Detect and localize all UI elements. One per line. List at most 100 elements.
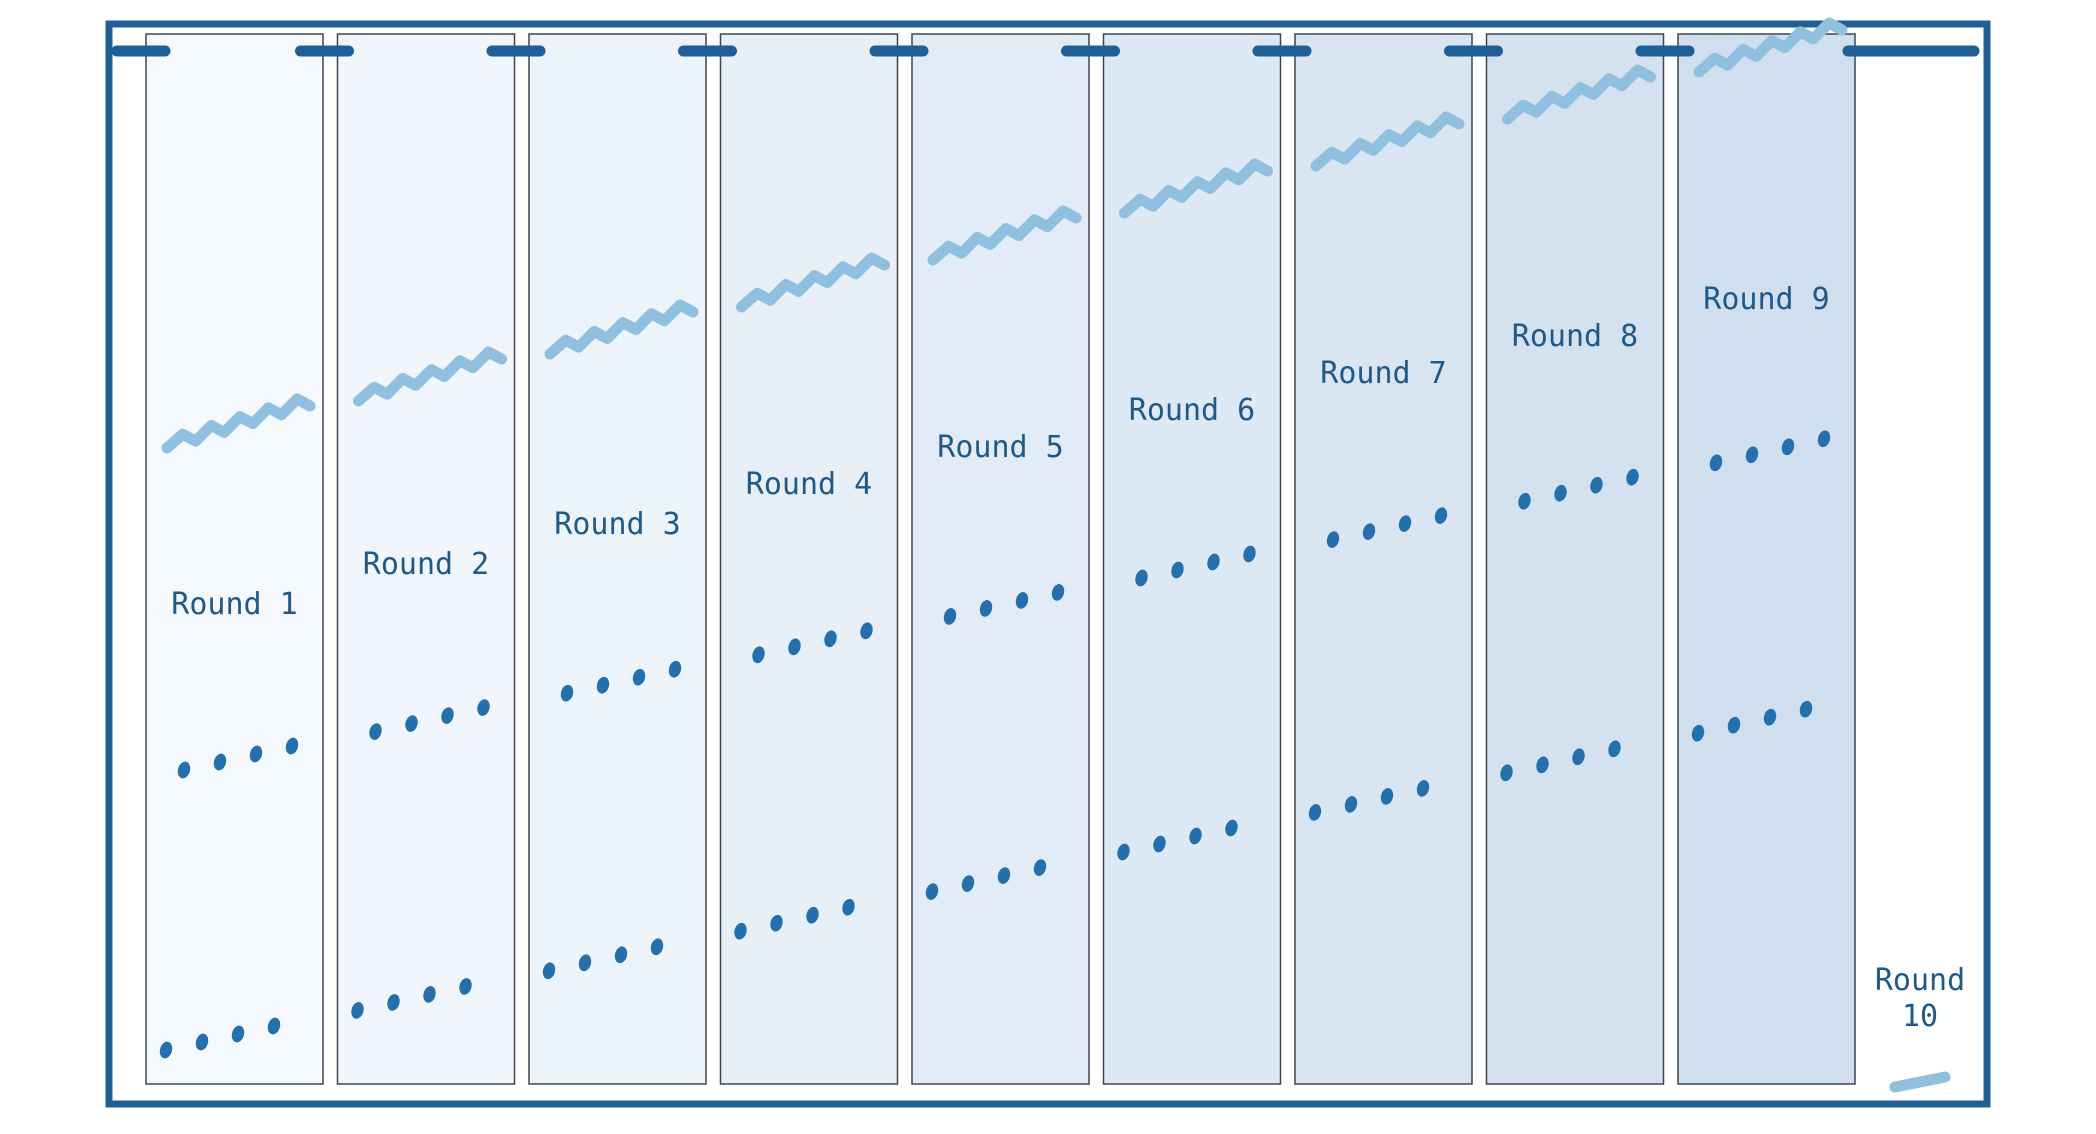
round-label-line: Round 6 (1129, 393, 1255, 428)
dot (1518, 492, 1531, 510)
round-label-line: Round 3 (554, 507, 680, 542)
round-label-8: Round 8 (1512, 319, 1638, 354)
round-panel-8 (1485, 33, 1665, 1085)
dot (1051, 584, 1065, 601)
round-label-6: Round 6 (1129, 393, 1255, 428)
dot (578, 954, 592, 972)
round-label-line: 10 (1902, 999, 1938, 1034)
dot (159, 1041, 173, 1059)
round-label-4: Round 4 (746, 467, 872, 502)
dot-row-lower-8 (1500, 740, 1621, 782)
dot (1727, 716, 1741, 734)
dot (860, 622, 873, 640)
dot-row-lower-4 (734, 898, 855, 940)
round-panel-2 (336, 33, 516, 1085)
dot (477, 699, 490, 716)
round-label-line: Round (1875, 963, 1965, 998)
round-label-line: Round 4 (746, 467, 872, 502)
dot (542, 962, 556, 980)
dot (1243, 545, 1256, 563)
round-label-line: Round 8 (1512, 319, 1638, 354)
dot (614, 946, 628, 964)
dot (1308, 804, 1322, 821)
wavy-stroke-9 (1693, 17, 1848, 78)
dot (770, 914, 783, 932)
dot-row-lower-9 (1691, 700, 1813, 742)
dot (925, 883, 939, 900)
dot-row-lower-6 (1117, 819, 1238, 861)
dot (405, 715, 418, 732)
dot (1015, 592, 1029, 609)
dot (734, 922, 747, 940)
wavy-stroke-10 (1889, 1071, 1951, 1093)
dot-row-lower-2 (351, 978, 472, 1019)
round-label-line: Round 5 (937, 430, 1063, 465)
dot (1799, 700, 1813, 718)
dot (824, 630, 837, 648)
round-panel-1 (145, 33, 324, 1085)
dot-row-lower-7 (1308, 780, 1430, 821)
dot (1608, 740, 1621, 758)
dot (1500, 764, 1513, 782)
wavy-stroke-6 (1119, 158, 1273, 219)
dot (1135, 569, 1148, 587)
dot (1117, 843, 1130, 861)
dot (1763, 708, 1777, 726)
round-panel-7 (1294, 33, 1473, 1085)
wavy-stroke-2 (353, 346, 507, 407)
round-panel-3 (528, 33, 707, 1085)
dot (213, 753, 227, 771)
dot-row-upper-9 (1709, 430, 1831, 472)
wavy-stroke-8 (1502, 64, 1656, 125)
dot-row-upper-3 (560, 660, 682, 702)
dot (441, 707, 454, 724)
dot (997, 867, 1011, 884)
dot (1326, 531, 1340, 548)
dot (285, 737, 299, 755)
dot-row-upper-8 (1518, 468, 1639, 510)
dot (459, 978, 472, 995)
dot-row-upper-1 (177, 737, 299, 779)
dot (1344, 796, 1358, 813)
round-label-line: Round 9 (1703, 282, 1829, 317)
dot (1189, 827, 1202, 845)
dot (1033, 859, 1047, 876)
round-label-10: Round 10 (1875, 963, 1965, 1034)
dot (961, 875, 975, 892)
dot (1817, 430, 1831, 448)
dot (1380, 788, 1394, 805)
dot (1554, 484, 1567, 502)
round-label-3: Round 3 (554, 507, 680, 542)
dot-row-lower-3 (542, 938, 664, 980)
dot (1225, 819, 1238, 837)
dot-row-upper-4 (752, 622, 873, 664)
dot (1434, 507, 1448, 524)
wavy-stroke-4 (736, 252, 890, 313)
dot (267, 1017, 281, 1035)
round-label-line: Round 7 (1320, 356, 1446, 391)
dot (668, 660, 682, 678)
dot-row-upper-6 (1135, 545, 1256, 587)
wavy-stroke-5 (927, 205, 1082, 266)
dot (842, 898, 855, 916)
dot (351, 1002, 364, 1019)
round-panel-9 (1677, 33, 1856, 1085)
dot (369, 723, 382, 740)
dot (1691, 724, 1705, 742)
wavy-stroke-7 (1310, 111, 1465, 172)
dot (979, 600, 993, 617)
dot (596, 676, 610, 694)
wavy-stroke-3 (544, 299, 699, 360)
dot-row-lower-5 (925, 859, 1047, 900)
round-label-7: Round 7 (1320, 356, 1446, 391)
dot (788, 638, 801, 656)
wavy-stroke-1 (161, 393, 316, 454)
round-label-line: Round 1 (171, 587, 297, 622)
dot (1207, 553, 1220, 571)
dot (1781, 438, 1795, 456)
dot (650, 938, 664, 956)
dot-row-upper-5 (943, 584, 1065, 625)
round-panel-4 (719, 33, 899, 1085)
round-panel-5 (911, 33, 1090, 1085)
